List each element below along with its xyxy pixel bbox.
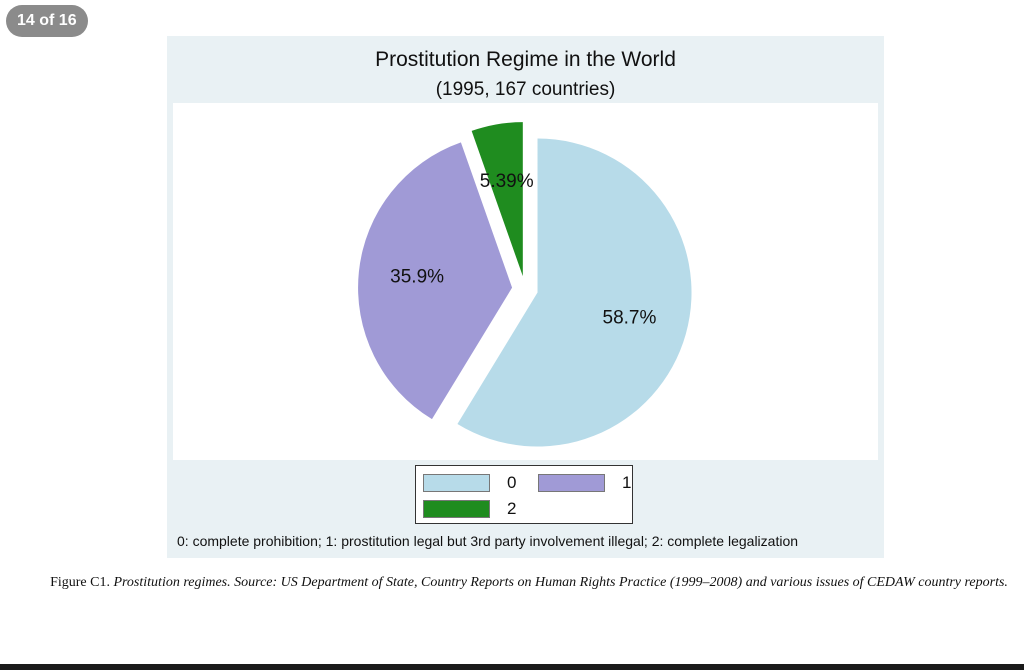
pie-chart: 58.7% 35.9% 5.39% [358,122,692,447]
page-indicator-badge: 14 of 16 [6,5,88,37]
pie-label-1: 35.9% [390,267,444,288]
chart-subtitle: (1995, 167 countries) [435,79,616,100]
legend-label-1: 1 [622,473,632,492]
chart-legend: 0 1 2 [415,465,633,524]
caption-text: Prostitution regimes. Source: US Departm… [113,575,1008,590]
caption-label: Figure C1. [50,575,110,590]
legend-swatch-0 [423,474,490,492]
legend-swatch-2 [423,500,490,518]
pie-slice-0 [457,138,692,447]
chart-note: 0: complete prohibition; 1: prostitution… [177,533,799,549]
pie-label-0: 58.7% [603,307,657,328]
legend-label-0: 0 [507,473,517,492]
bottom-bar [0,664,1024,670]
chart-figure: Prostitution Regime in the World (1995, … [167,36,884,558]
figure-caption: Figure C1. Prostitution regimes. Source:… [40,573,1018,592]
chart-title: Prostitution Regime in the World [375,48,676,71]
pie-slice-1 [358,142,513,420]
plot-area: 58.7% 35.9% 5.39% [173,103,878,460]
pie-slice-2 [471,122,523,277]
legend-label-2: 2 [507,499,517,518]
legend-swatch-1 [538,474,605,492]
pie-label-2: 5.39% [480,171,534,192]
